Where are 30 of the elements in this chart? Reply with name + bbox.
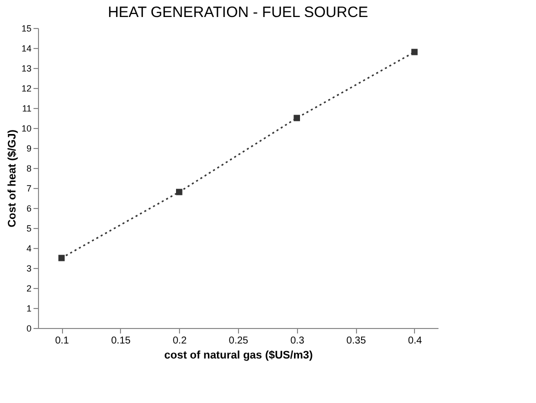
y-tick-label: 10 — [21, 124, 32, 134]
point — [411, 48, 418, 56]
x-tick-label: 0.2 — [172, 336, 188, 346]
y-tick-label: 12 — [21, 84, 32, 94]
y-tick-label: 6 — [26, 204, 32, 214]
y-tick-label: 1 — [26, 304, 32, 314]
y-tick-label: 8 — [26, 164, 32, 174]
x-tick-label: 0.1 — [55, 336, 70, 346]
x-axis-title: cost of natural gas ($US/m3) — [164, 350, 314, 362]
point — [294, 114, 300, 122]
y-tick-label: 14 — [21, 44, 32, 54]
x-tick-label: 0.4 — [408, 336, 422, 346]
y-axis-title: Cost of heat ($/GJ) — [6, 129, 18, 228]
y-tick-label: 2 — [26, 284, 32, 294]
y-tick-label: 5 — [26, 224, 32, 234]
y-tick-label: 11 — [22, 104, 32, 114]
y-tick-label: 7 — [26, 184, 32, 194]
point — [176, 188, 182, 196]
y-tick-label: 13 — [21, 64, 32, 74]
x-tick-label: 0.25 — [228, 336, 249, 346]
point — [58, 254, 65, 262]
x-tick-label: 0.15 — [111, 336, 132, 346]
chart-title: HEAT GENERATION - FUEL SOURCE — [108, 4, 368, 21]
y-tick-label: 3 — [26, 264, 32, 274]
x-tick-label: 0.3 — [290, 336, 305, 346]
x-tick-label: 0.35 — [346, 336, 366, 346]
y-tick-label: 15 — [21, 24, 32, 34]
y-tick-label: 9 — [26, 144, 32, 154]
y-tick-label: 4 — [26, 244, 32, 254]
y-tick-label: 0 — [26, 324, 32, 334]
